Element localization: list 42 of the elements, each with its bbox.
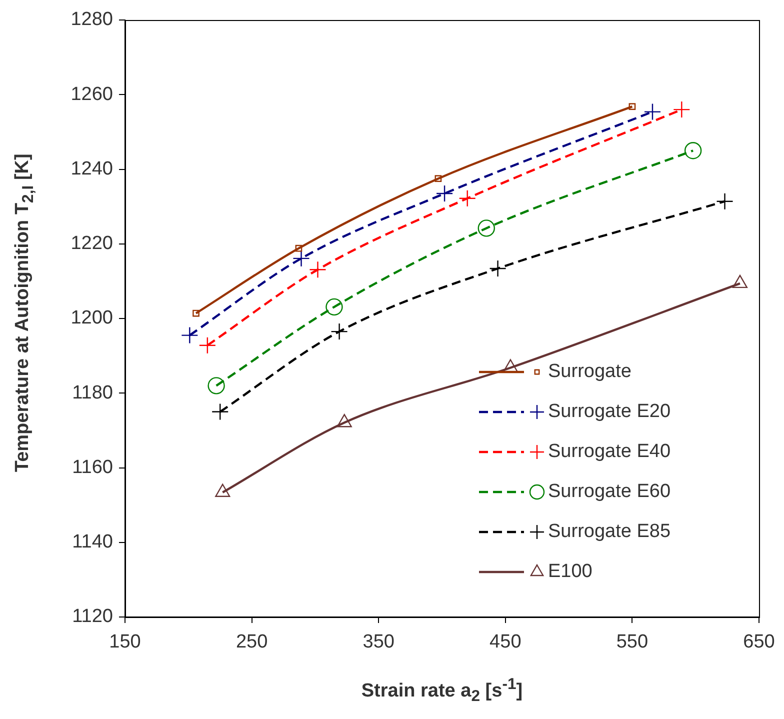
- point: [716, 192, 734, 210]
- legend-label: Surrogate E85: [548, 521, 671, 542]
- point: [292, 250, 310, 268]
- y-tick-label: 1200: [70, 308, 113, 329]
- point: [489, 260, 506, 278]
- point: [309, 261, 326, 278]
- point: [628, 103, 636, 110]
- point: [295, 244, 302, 252]
- point: [673, 100, 690, 118]
- y-tick-label: 1120: [72, 606, 113, 628]
- point: [436, 184, 454, 202]
- legend-label: E100: [548, 561, 592, 582]
- point: [198, 336, 216, 354]
- point: [181, 326, 198, 344]
- y-tick-label: 1280: [70, 9, 113, 30]
- x-tick-label: 250: [236, 632, 268, 653]
- y-tick-label: 1240: [70, 158, 113, 180]
- point: [330, 322, 348, 340]
- x-tick-label: 450: [490, 632, 522, 653]
- point: [326, 298, 343, 316]
- x-tick-label: 650: [743, 632, 775, 653]
- y-tick-label: 1260: [70, 84, 113, 105]
- y-tick-label: 1160: [72, 456, 113, 478]
- point: [192, 310, 200, 317]
- y-tick-label: 1180: [72, 382, 113, 404]
- point: [208, 377, 225, 394]
- legend-label: Surrogate E60: [548, 481, 671, 502]
- point: [644, 103, 662, 120]
- legend-label: Surrogate E40: [548, 441, 671, 462]
- point: [458, 190, 476, 207]
- legend-label: Surrogate: [548, 361, 632, 382]
- x-axis-title: Strain rate a$_{2}$ [s$^{-1}$]: [360, 676, 524, 706]
- point: [684, 142, 702, 160]
- point: [212, 403, 229, 420]
- x-tick-label: 150: [109, 632, 141, 653]
- point: [478, 220, 495, 237]
- point: [434, 175, 442, 182]
- x-tick-label: 550: [616, 632, 648, 653]
- y-tick-label: 1220: [70, 233, 113, 254]
- y-tick-label: 1140: [72, 532, 113, 553]
- legend-label: Surrogate E20: [548, 401, 671, 422]
- x-tick-label: 350: [362, 632, 394, 653]
